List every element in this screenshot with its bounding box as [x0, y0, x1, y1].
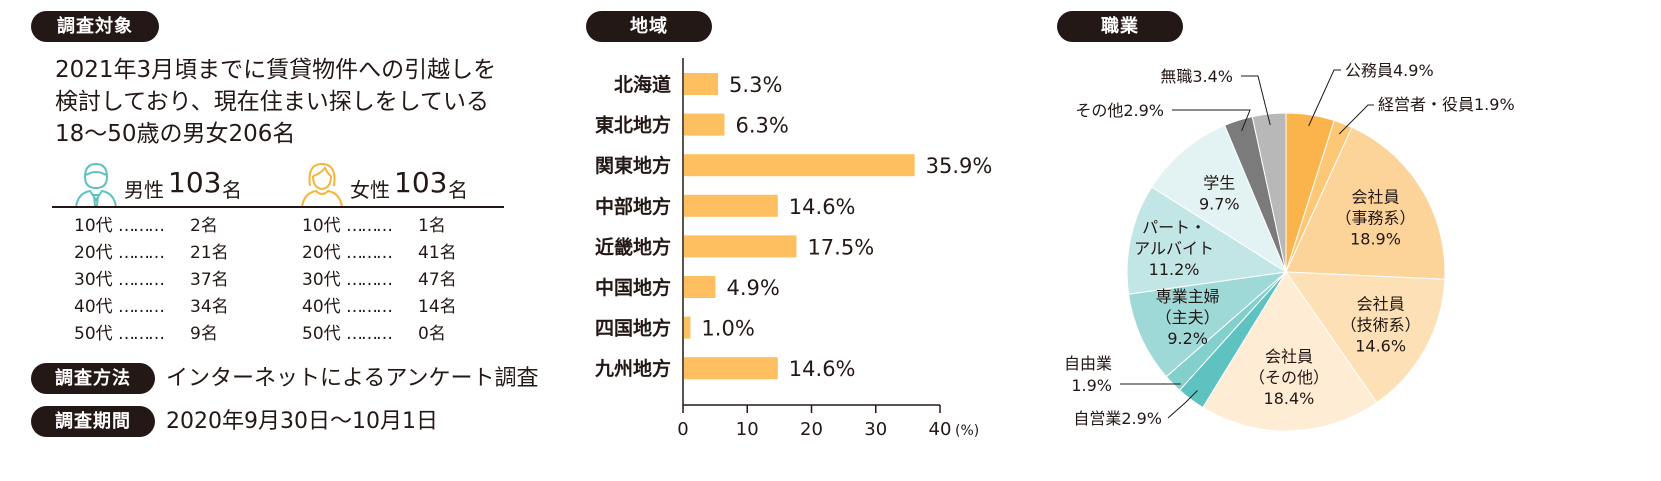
table-row: 30代……… 37名 — [74, 270, 229, 290]
bar — [684, 276, 716, 298]
female-age-table: 10代……… 1名 20代……… 41名 30代……… 47名 40代……… 14名 5… — [302, 213, 457, 348]
pie-outside-label: 1.9% — [1071, 376, 1112, 395]
bar-value-label: 1.0% — [701, 317, 754, 341]
pie-slice-label: （技術系） — [1341, 315, 1421, 334]
pie-slice — [1285, 271, 1446, 404]
pie-slice — [1126, 186, 1288, 295]
survey-target-line-2: 検討しており、現在住まい探しをしている — [55, 89, 490, 115]
male-count: 103 — [168, 166, 222, 199]
category-label: 九州地方 — [594, 357, 671, 380]
pie-outside-label: 公務員4.9% — [1345, 61, 1434, 80]
bar-value-label: 14.6% — [789, 357, 856, 381]
pie-slice-label: （事務系） — [1336, 208, 1416, 227]
bar — [684, 357, 778, 380]
pie-outside-label: 自営業2.9% — [1073, 409, 1162, 428]
pie-slice-label: （その他） — [1249, 368, 1329, 387]
leader-line — [1241, 75, 1271, 126]
male-label: 男性 — [124, 178, 164, 202]
x-tick-label: 20 — [800, 419, 823, 440]
table-row: 40代……… 34名 — [74, 297, 229, 317]
region-bar-chart: 北海道 5.3% 東北地方 6.3% 関東地方 35.9% 中部地方 14.6% 近畿地方 17.… — [594, 58, 993, 440]
pie-slice-label: 18.4% — [1264, 389, 1315, 408]
pie-slice-label: 9.7% — [1199, 195, 1240, 214]
category-label: 北海道 — [614, 73, 671, 96]
pie-slice-label: パート・ — [1142, 218, 1206, 237]
survey-target-line-3: 18～50歳の男女206名 — [55, 121, 296, 147]
x-tick-label: 40 — [929, 419, 952, 440]
category-label: 四国地方 — [595, 317, 671, 340]
table-row: 20代……… 41名 — [302, 243, 457, 263]
pie-outside-label: 自由業 — [1064, 354, 1112, 373]
category-label: 東北地方 — [595, 114, 671, 137]
female-count: 103 — [394, 166, 448, 199]
x-tick-label: 10 — [736, 419, 759, 440]
occupation-chart-title: 職業 — [1057, 11, 1183, 42]
survey-target-badge: 調査対象 — [31, 11, 159, 42]
bar-value-label: 17.5% — [807, 235, 874, 259]
bar-value-label: 35.9% — [926, 154, 993, 178]
male-age-table: 10代……… 2名 20代……… 21名 30代……… 37名 40代……… 34名 5… — [74, 213, 229, 348]
category-label: 近畿地方 — [595, 235, 671, 258]
table-row: 50代……… 0名 — [302, 324, 446, 344]
category-label: 中部地方 — [595, 195, 671, 218]
female-label: 女性 — [350, 178, 390, 202]
pie-outside-label: その他2.9% — [1075, 101, 1164, 120]
pie-outside-label: 無職3.4% — [1160, 67, 1233, 86]
leader-line — [1338, 104, 1374, 135]
female-unit: 名 — [448, 178, 468, 202]
pie-slice — [1202, 271, 1378, 432]
x-tick-label: 30 — [864, 419, 887, 440]
bar — [684, 73, 719, 95]
table-row: 10代……… 2名 — [74, 216, 218, 236]
survey-period-badge: 調査期間 — [31, 406, 155, 437]
bar-value-label: 6.3% — [735, 114, 788, 138]
table-row: 40代……… 14名 — [302, 297, 457, 317]
bar — [684, 194, 778, 217]
table-row: 30代……… 47名 — [302, 270, 457, 290]
leader-line — [1167, 390, 1198, 419]
survey-method-badge: 調査方法 — [31, 363, 155, 394]
pie-slice — [1150, 124, 1288, 274]
bar — [684, 235, 797, 258]
pie-slice-label: 学生 — [1203, 174, 1235, 193]
pie-slice — [1251, 112, 1287, 273]
bar — [684, 154, 915, 177]
leader-line — [1308, 69, 1341, 127]
table-row: 20代……… 21名 — [74, 243, 229, 263]
survey-target-line-1: 2021年3月頃までに賃貸物件への引越しを — [55, 57, 497, 83]
survey-period-value: 2020年9月30日～10月1日 — [166, 409, 438, 434]
table-divider — [52, 206, 504, 208]
male-unit: 名 — [222, 178, 242, 202]
pie-slice — [1285, 126, 1446, 280]
male-person-icon — [75, 162, 117, 208]
pie-slice-label: 14.6% — [1355, 336, 1406, 355]
bar-value-label: 4.9% — [726, 276, 779, 300]
bar-value-label: 14.6% — [789, 195, 856, 219]
region-chart-title: 地域 — [586, 11, 712, 42]
pie-slice-label: 18.9% — [1350, 229, 1401, 248]
category-label: 中国地方 — [595, 276, 671, 299]
occupation-pie-chart: 会社員 （事務系） 18.9% 会社員 （技術系） 14.6% 会社員 （その他） 18.4% 専… — [1064, 61, 1515, 432]
bar — [684, 113, 725, 136]
pie-slice-label: （主夫） — [1156, 308, 1220, 327]
pie-slice-label: 会社員 — [1352, 187, 1400, 206]
pie-outside-label: 経営者・役員1.9% — [1378, 95, 1515, 114]
table-row: 10代……… 1名 — [302, 216, 446, 236]
pie-slice-label: 専業主婦 — [1156, 287, 1220, 306]
female-person-icon — [301, 162, 343, 208]
pie-slice-label: 9.2% — [1167, 329, 1208, 348]
pie-slice-label: 会社員 — [1265, 347, 1313, 366]
leader-line — [1172, 109, 1251, 132]
pie-slice-label: 11.2% — [1149, 260, 1200, 279]
survey-method-value: インターネットによるアンケート調査 — [166, 366, 539, 391]
table-row: 50代……… 9名 — [74, 324, 218, 344]
pie-slice-label: アルバイト — [1134, 239, 1214, 258]
x-unit-label: (%) — [955, 423, 979, 439]
pie-slice — [1127, 271, 1288, 378]
bar-value-label: 5.3% — [729, 73, 782, 97]
x-tick-label: 0 — [677, 419, 688, 440]
pie-slice-label: 会社員 — [1357, 294, 1405, 313]
category-label: 関東地方 — [595, 154, 671, 177]
bar — [684, 316, 691, 339]
